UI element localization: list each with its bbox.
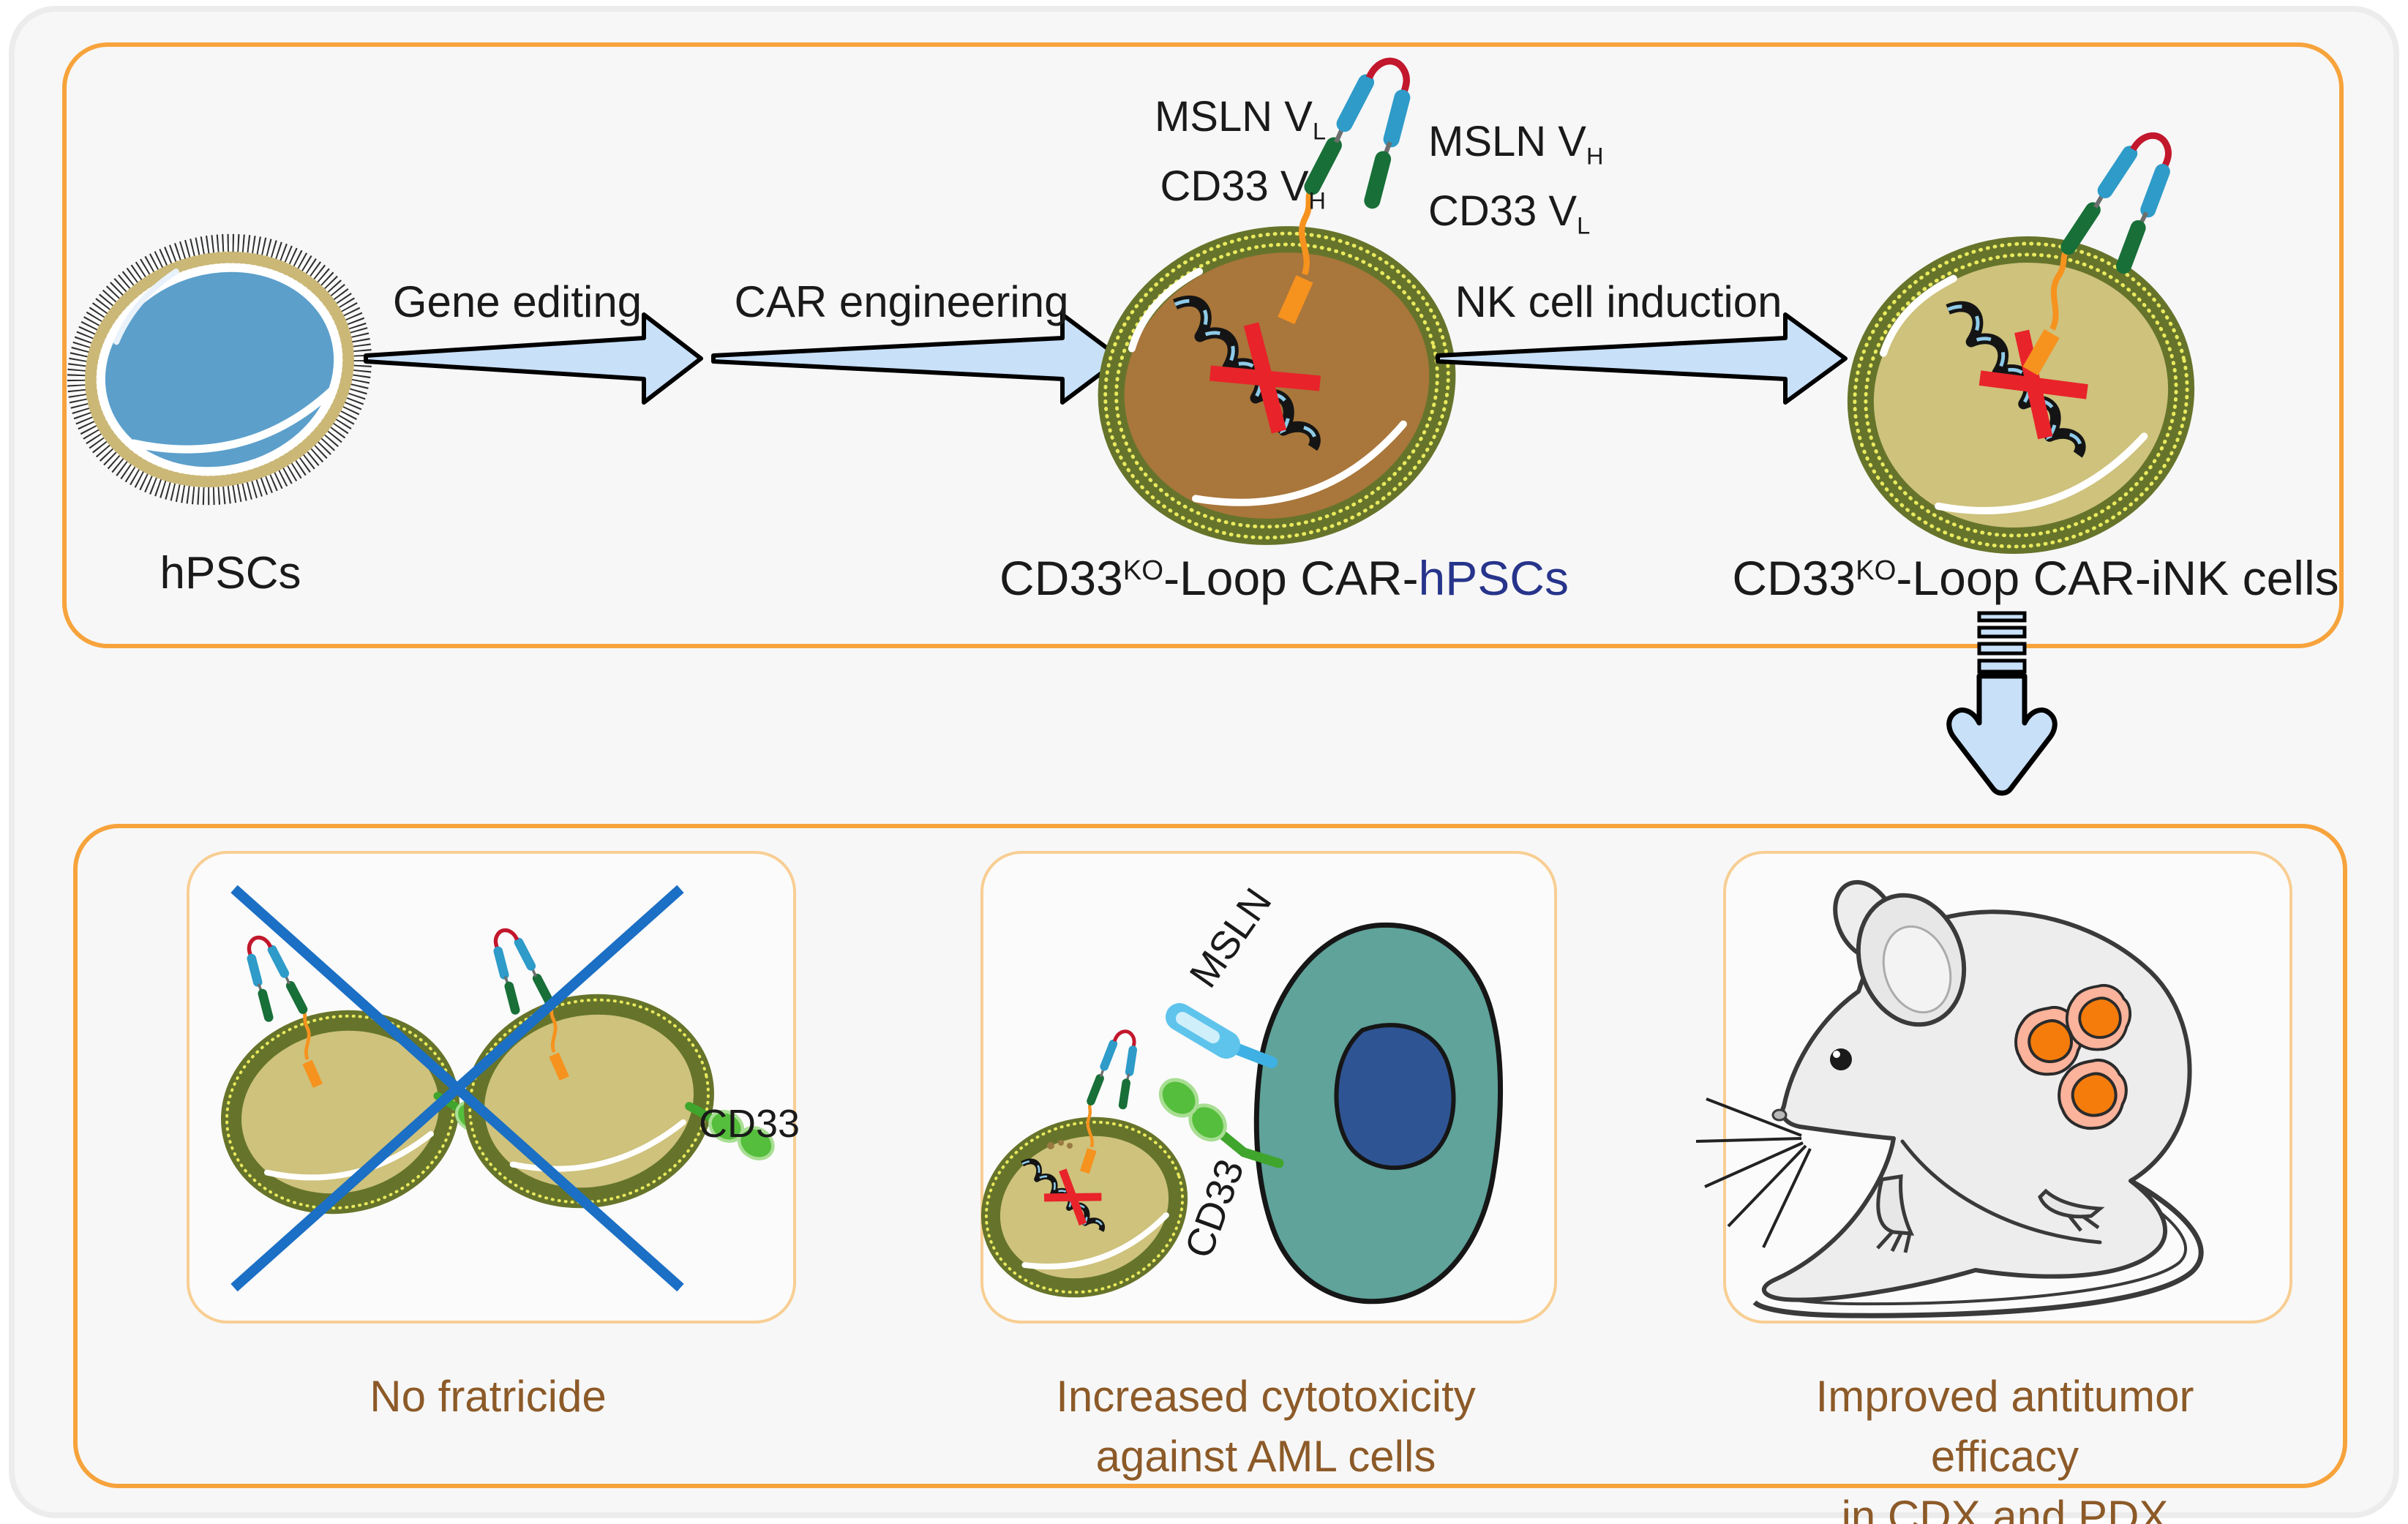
cytotoxicity-scene [980, 922, 1504, 1305]
car-right-chain-tags: MSLN VH CD33 VL [1428, 114, 1603, 254]
cd33-annotation: CD33 [699, 1102, 800, 1146]
car-hpsc-cell [1098, 61, 1456, 545]
car-ink-cell [1847, 125, 2195, 555]
mouse-body [1761, 909, 2192, 1302]
nk-cell-induction-label: NK cell induction [1455, 277, 1782, 326]
cd33-vl-tag: CD33 VL [1428, 187, 1591, 239]
msln-ligand-icon [1166, 1003, 1278, 1068]
gene-editing-label: Gene editing [392, 277, 642, 326]
nk-induction-arrow [1436, 312, 1848, 405]
results-box [73, 824, 2347, 1488]
caption-cytotoxicity: Increased cytotoxicity against AML cells [1056, 1372, 1476, 1481]
mouse-nose [1771, 1108, 1788, 1122]
hpsc-cell [67, 233, 372, 506]
cd33-ligand-icon [1144, 1068, 1284, 1168]
aml-nucleus [1334, 1023, 1456, 1171]
mouse-feet [1876, 1174, 2105, 1253]
down-arrow [1946, 611, 2058, 796]
hpscs-label: hPSCs [160, 548, 301, 598]
fratricide-scene [221, 885, 783, 1292]
caption-antitumor: Improved antitumor efficacy in CDX and P… [1815, 1372, 2194, 1524]
gene-editing-arrow [364, 312, 703, 405]
tumor-icon [2065, 983, 2132, 1051]
cd33-vh-tag: CD33 VH [1160, 162, 1326, 214]
mouse-tail [1752, 1178, 2204, 1318]
car-left-chain-tags: MSLN VL CD33 VH [960, 89, 1326, 229]
workflow-box [62, 42, 2344, 648]
mouse-whiskers [1695, 1097, 1812, 1248]
mouse-eye [1830, 1048, 1852, 1070]
car-ink-cells-label: CD33KO-Loop CAR-iNK cells [1732, 551, 2339, 605]
msln-vh-tag: MSLN VH [1428, 118, 1604, 170]
tumor-icon [2059, 1060, 2126, 1128]
msln-vl-tag: MSLN VL [1154, 93, 1326, 145]
caption-no-fratricide: No fratricide [370, 1372, 607, 1421]
no-fratricide-cross-icon [230, 885, 684, 1292]
car-hpscs-label: CD33KO-Loop CAR-hPSCs [999, 551, 1569, 605]
car-engineering-arrow [711, 312, 1123, 405]
car-engineering-label: CAR engineering [734, 277, 1069, 326]
mouse-illustration [1695, 879, 2204, 1318]
